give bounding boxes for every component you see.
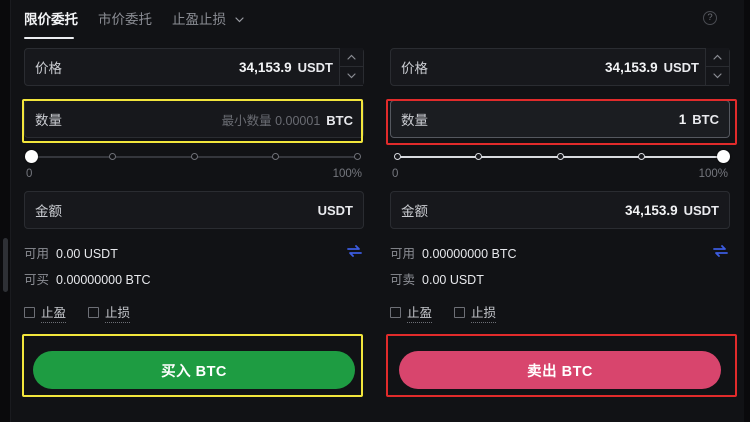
buy-form: 价格 34,153.9 USDT 数量 最小数量 0.00001 (11, 38, 377, 422)
buy-slider-handle[interactable] (24, 150, 38, 163)
buy-stop-loss-box[interactable] (88, 307, 100, 318)
buy-slider-max-label: 100% (332, 168, 362, 180)
sell-take-profit-label: 止盈 (407, 302, 433, 323)
buy-price-decrement-icon[interactable] (340, 66, 363, 86)
sell-max-value: 0.00 USDT (422, 273, 484, 287)
sell-available-value: 0.00000000 BTC (422, 247, 517, 261)
tab-stop-order[interactable]: 止盈止损 (172, 8, 244, 30)
sell-price-label: 价格 (401, 61, 428, 76)
sell-take-profit-checkbox[interactable]: 止盈 (390, 302, 433, 323)
sell-slider-scale: 0 100% (392, 168, 728, 180)
buy-slider-scale: 0 100% (26, 168, 362, 180)
sell-quantity-label: 数量 (401, 113, 428, 128)
buy-available-line: 可用 0.00 USDT (24, 243, 364, 262)
buy-take-profit-box[interactable] (24, 307, 35, 318)
buy-price-unit: USDT (297, 59, 333, 75)
sell-max-line: 可卖 0.00 USDT (390, 269, 730, 288)
sell-slider-stop-25[interactable] (475, 153, 482, 160)
buy-amount-slider[interactable] (24, 150, 361, 163)
transfer-icon[interactable] (713, 244, 728, 262)
tab-market-order-label: 市价委托 (98, 12, 152, 27)
sell-price-stepper[interactable] (705, 48, 729, 86)
tab-market-order[interactable]: 市价委托 (98, 8, 152, 30)
left-rail (0, 0, 11, 422)
help-icon[interactable]: ? (703, 11, 717, 25)
buy-price-field[interactable]: 价格 34,153.9 USDT (24, 48, 364, 86)
sell-price-increment-icon[interactable] (706, 48, 729, 66)
buy-max-value: 0.00000000 BTC (56, 273, 151, 287)
sell-slider-min-label: 0 (392, 168, 399, 180)
buy-available-key: 可用 (24, 247, 50, 261)
sell-slider-max-label: 100% (698, 168, 728, 180)
sell-total-unit: USDT (683, 202, 719, 218)
sell-price-field[interactable]: 价格 34,153.9 USDT (390, 48, 730, 86)
buy-quantity-unit: BTC (326, 112, 353, 128)
order-forms: 价格 34,153.9 USDT 数量 最小数量 0.00001 (11, 38, 744, 422)
buy-available-value: 0.00 USDT (56, 247, 118, 261)
sell-conditional-options: 止盈 止损 (390, 302, 730, 323)
sell-available-key: 可用 (390, 247, 416, 261)
buy-total-unit: USDT (317, 202, 353, 218)
sell-price-unit: USDT (663, 59, 699, 75)
right-edge (744, 0, 750, 422)
sell-take-profit-box[interactable] (390, 307, 401, 318)
sell-total-label: 金额 (401, 204, 428, 219)
buy-conditional-options: 止盈 止损 (24, 302, 364, 323)
sell-stop-loss-checkbox[interactable]: 止损 (454, 302, 497, 323)
sell-slider-stop-0[interactable] (393, 153, 401, 160)
buy-price-stepper[interactable] (339, 48, 363, 86)
buy-slider-stop-25[interactable] (109, 153, 116, 160)
sell-form: 价格 34,153.9 USDT 数量 1 (377, 38, 743, 422)
tab-limit-order-label: 限价委托 (24, 12, 78, 27)
buy-button[interactable]: 买入 BTC (33, 351, 355, 389)
order-type-tabs: 限价委托 市价委托 止盈止损 ? (11, 0, 744, 39)
buy-total-label: 金额 (35, 204, 62, 219)
buy-slider-stop-75[interactable] (272, 153, 279, 160)
transfer-icon[interactable] (347, 244, 362, 262)
sell-quantity-field[interactable]: 数量 1 BTC (390, 100, 730, 138)
buy-price-value: 34,153.9 (239, 59, 292, 75)
sell-slider-stop-50[interactable] (556, 153, 564, 160)
sell-stop-loss-label: 止损 (471, 302, 497, 323)
sell-price-value: 34,153.9 (605, 59, 658, 75)
sell-quantity-value: 1 (678, 111, 687, 127)
buy-max-line: 可买 0.00000000 BTC (24, 269, 364, 288)
sell-total-field[interactable]: 金额 34,153.9 USDT (390, 191, 730, 229)
buy-price-increment-icon[interactable] (340, 48, 363, 66)
buy-quantity-label: 数量 (35, 113, 62, 128)
buy-total-field[interactable]: 金额 USDT (24, 191, 364, 229)
tab-limit-order[interactable]: 限价委托 (24, 8, 78, 39)
buy-slider-min-label: 0 (26, 168, 33, 180)
sell-button[interactable]: 卖出 BTC (399, 351, 721, 389)
sell-price-decrement-icon[interactable] (706, 66, 729, 86)
buy-balance-info: 可用 0.00 USDT 可买 0.00000000 BTC (24, 243, 364, 288)
sell-slider-handle[interactable] (716, 150, 730, 163)
buy-take-profit-label: 止盈 (41, 302, 67, 323)
sell-balance-info: 可用 0.00000000 BTC 可卖 0.00 USDT (390, 243, 730, 288)
buy-price-label: 价格 (35, 61, 62, 76)
sell-max-key: 可卖 (390, 273, 416, 287)
chevron-down-icon (235, 15, 244, 26)
buy-quantity-field[interactable]: 数量 最小数量 0.00001 BTC (24, 100, 364, 138)
buy-slider-stop-50[interactable] (190, 153, 198, 160)
buy-max-key: 可买 (24, 273, 50, 287)
sell-stop-loss-box[interactable] (454, 307, 466, 318)
sell-available-line: 可用 0.00000000 BTC (390, 243, 730, 262)
buy-slider-stop-100[interactable] (353, 153, 361, 160)
scrollbar-thumb[interactable] (3, 238, 8, 292)
buy-quantity-placeholder: 最小数量 0.00001 (221, 113, 321, 128)
sell-quantity-unit: BTC (692, 111, 719, 127)
buy-stop-loss-checkbox[interactable]: 止损 (88, 302, 131, 323)
tab-stop-order-label: 止盈止损 (172, 12, 226, 27)
buy-take-profit-checkbox[interactable]: 止盈 (24, 302, 67, 323)
sell-total-value: 34,153.9 (625, 202, 678, 218)
sell-amount-slider[interactable] (393, 150, 730, 163)
sell-slider-stop-75[interactable] (638, 153, 645, 160)
buy-stop-loss-label: 止损 (105, 302, 131, 323)
